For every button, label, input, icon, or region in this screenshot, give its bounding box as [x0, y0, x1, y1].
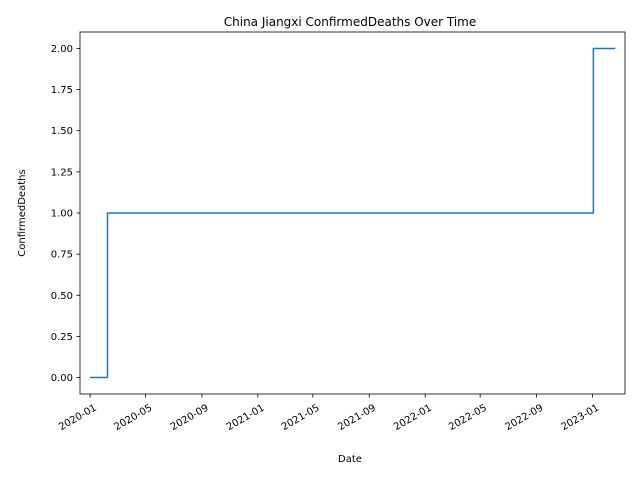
chart-title: China Jiangxi ConfirmedDeaths Over Time	[224, 15, 477, 29]
y-tick-label-8: 2.00	[51, 44, 73, 55]
x-tick-label-5: 2021-09	[336, 403, 378, 433]
y-tick-label-1: 0.25	[51, 332, 73, 343]
plot-area	[90, 47, 616, 379]
y-tick-label-4: 1.00	[51, 209, 73, 220]
x-tick-label-7: 2022-05	[447, 403, 489, 433]
y-tick-label-2: 0.50	[51, 291, 73, 302]
x-tick-label-9: 2023-01	[559, 403, 601, 433]
x-tick-label-2: 2020-09	[169, 403, 211, 433]
x-tick-label-6: 2022-01	[392, 403, 434, 433]
series-line-0	[90, 47, 616, 379]
x-tick-label-4: 2021-05	[280, 403, 322, 433]
x-tick-label-8: 2022-09	[504, 403, 546, 433]
y-tick-label-3: 0.75	[51, 250, 73, 261]
y-tick-label-0: 0.00	[51, 373, 73, 384]
x-tick-label-3: 2021-01	[225, 403, 267, 433]
y-axis: 0.00 0.25 0.50 0.75 1.00 1.25 1.50 1.75 2.00	[51, 44, 80, 384]
y-tick-label-7: 1.75	[51, 85, 73, 96]
x-axis: 2020-01 2020-05 2020-09 2021-01 2021-05 2021-…	[57, 394, 601, 433]
x-tick-label-1: 2020-05	[113, 403, 155, 433]
y-tick-label-5: 1.25	[51, 167, 73, 178]
x-tick-label-0: 2020-01	[57, 403, 99, 433]
x-axis-label: Date	[338, 454, 362, 465]
y-axis-label: ConfirmedDeaths	[17, 169, 28, 256]
y-tick-label-6: 1.50	[51, 126, 73, 137]
